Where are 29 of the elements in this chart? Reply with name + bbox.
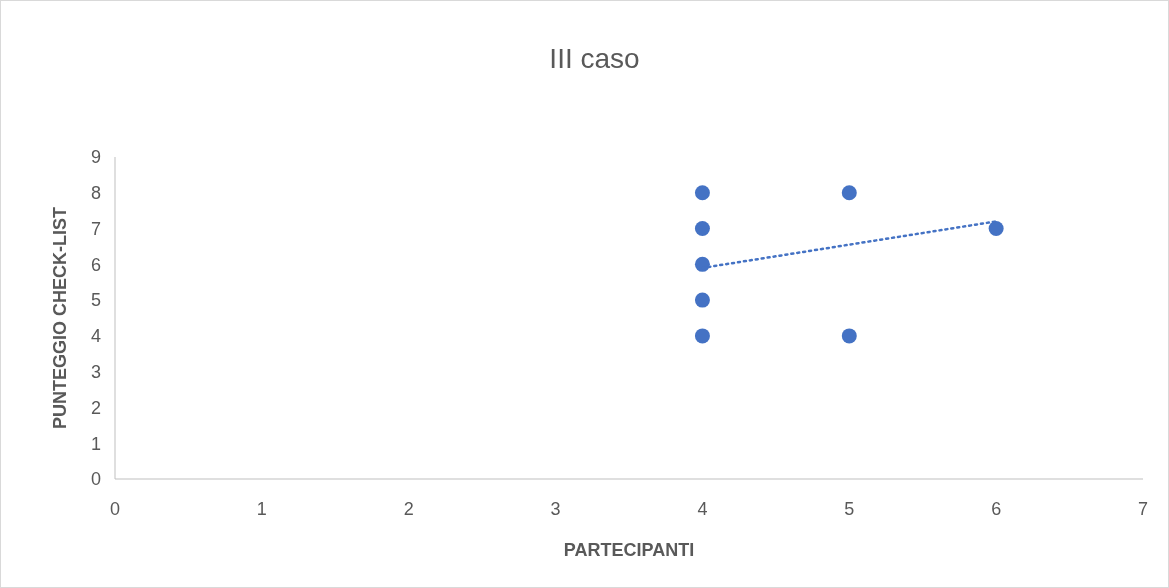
y-tick-label: 2 — [90, 397, 101, 418]
point — [694, 221, 710, 237]
x-tick-label: 2 — [403, 499, 414, 519]
point — [841, 185, 857, 201]
y-tick-label: 4 — [90, 326, 101, 347]
point — [694, 185, 710, 201]
y-tick-label: 5 — [90, 290, 101, 311]
x-tick-label: 6 — [991, 499, 1002, 519]
y-tick-label: 6 — [90, 254, 101, 275]
x-tick-label: 3 — [550, 499, 561, 519]
chart-title: III caso — [549, 43, 640, 74]
x-tick-label: 1 — [256, 499, 267, 519]
point — [988, 221, 1004, 237]
point — [694, 256, 710, 272]
y-tick-label: 7 — [90, 218, 101, 239]
y-tick-label: 1 — [90, 433, 101, 454]
x-tick-label: 5 — [844, 499, 855, 519]
x-tick-label: 0 — [109, 499, 121, 519]
y-tick-label: 0 — [90, 469, 101, 490]
point — [694, 328, 710, 344]
y-axis-title: PUNTEGGIO CHECK-LIST — [50, 206, 70, 430]
x-tick-label: 4 — [697, 499, 708, 519]
point — [841, 328, 857, 344]
point — [694, 292, 710, 308]
y-tick-label: 3 — [90, 361, 101, 382]
x-tick-label: 7 — [1137, 499, 1149, 519]
y-tick-label: 8 — [90, 183, 101, 204]
y-tick-label: 9 — [90, 147, 101, 168]
x-axis-title: PARTECIPANTI — [563, 540, 695, 560]
